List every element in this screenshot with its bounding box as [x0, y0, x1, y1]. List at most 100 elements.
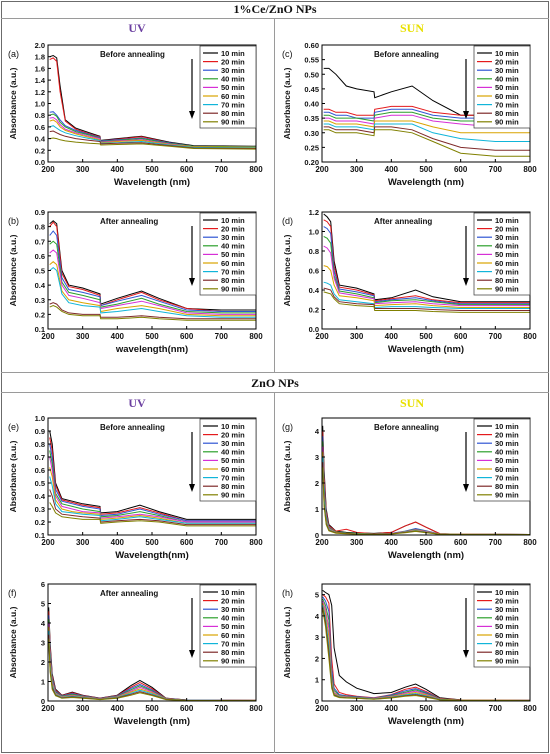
y-tick-label: 0.45: [304, 85, 319, 94]
x-tick-label: 800: [523, 704, 537, 713]
y-tick-label: 0.8: [309, 247, 319, 256]
legend-label: 20 min: [221, 430, 245, 439]
series-line-4: [323, 111, 530, 122]
y-tick-label: 0.7: [35, 237, 45, 246]
series-line-9: [323, 129, 530, 157]
legend-label: 70 min: [495, 267, 519, 276]
y-tick-label: 1.2: [35, 88, 45, 97]
x-tick-label: 400: [385, 332, 399, 341]
legend-label: 30 min: [221, 605, 245, 614]
x-tick-label: 600: [180, 538, 194, 547]
series-line-3: [49, 111, 257, 148]
legend-label: 80 min: [221, 109, 245, 118]
chart-svg: (g) 200 300 400 500 600 700 800 0 1 2 3 4 Wavelength …: [282, 417, 537, 561]
x-tick-label: 500: [145, 165, 159, 174]
legend-label: 60 min: [221, 259, 245, 268]
y-tick-label: 0.2: [309, 306, 319, 315]
legend-label: 10 min: [495, 588, 519, 597]
y-tick-label: 0.1: [35, 531, 45, 540]
x-tick-label: 300: [76, 704, 90, 713]
legend-label: 90 min: [495, 118, 519, 127]
legend-label: 40 min: [221, 614, 245, 623]
x-tick-label: 700: [215, 538, 229, 547]
y-tick-label: 4: [315, 612, 320, 621]
y-axis-label: Absorbance (a.u.): [282, 67, 292, 139]
chart-svg: (e) 200 300 400 500 600 700 800 0.1 0.2 0.3 0.4 0.5 0…: [8, 414, 263, 561]
y-axis-label: Absorbance (a.u.): [8, 606, 18, 678]
series-line-9: [322, 609, 531, 702]
chart-title: After annealing: [100, 589, 158, 598]
y-tick-label: 2.0: [35, 41, 45, 50]
legend-label: 80 min: [495, 482, 519, 491]
legend-label: 60 min: [495, 92, 519, 101]
x-tick-label: 800: [523, 165, 537, 174]
x-tick-label: 600: [180, 332, 194, 341]
y-tick-label: 0.8: [35, 440, 45, 449]
legend-label: 90 min: [221, 657, 245, 666]
y-tick-label: 0.6: [35, 466, 45, 475]
y-tick-label: 0.4: [309, 286, 320, 295]
x-tick-label: 200: [41, 165, 55, 174]
y-tick-label: 1: [315, 676, 319, 685]
chart-svg: (f) 200 300 400 500 600 700 800 0 1 2 3 4 5 6 Wavelengt…: [8, 580, 263, 727]
x-tick-label: 500: [145, 704, 159, 713]
legend-label: 40 min: [495, 75, 519, 84]
y-axis-label: Absorbance (a.u.): [8, 234, 18, 306]
y-tick-label: 1.0: [35, 100, 45, 109]
x-tick-label: 500: [419, 165, 433, 174]
x-tick-label: 400: [111, 704, 125, 713]
trend-arrow-head-icon: [189, 484, 195, 492]
y-tick-label: 0.2: [35, 146, 45, 155]
y-tick-label: 2: [315, 654, 319, 663]
legend-label: 90 min: [221, 491, 245, 500]
x-tick-label: 500: [419, 704, 433, 713]
legend-label: 30 min: [495, 439, 519, 448]
legend-label: 10 min: [221, 216, 245, 225]
x-tick-label: 500: [145, 332, 159, 341]
x-tick-label: 800: [249, 704, 263, 713]
y-tick-label: 0.3: [35, 296, 45, 305]
x-tick-label: 500: [145, 538, 159, 547]
y-tick-label: 0.1: [35, 325, 45, 334]
x-axis-label: Wavelength (nm): [114, 177, 190, 188]
y-tick-label: 0.40: [304, 100, 319, 109]
y-tick-label: 4: [41, 619, 46, 628]
legend-label: 20 min: [495, 430, 519, 439]
series-line-7: [323, 123, 530, 142]
x-tick-label: 600: [454, 704, 468, 713]
y-tick-label: 1: [41, 678, 45, 687]
x-tick-label: 300: [350, 538, 364, 547]
x-tick-label: 700: [215, 165, 229, 174]
x-tick-label: 400: [385, 538, 399, 547]
y-tick-label: 2: [41, 658, 45, 667]
y-tick-label: 0.4: [35, 281, 46, 290]
legend-label: 70 min: [221, 267, 245, 276]
legend-label: 40 min: [221, 75, 245, 84]
y-tick-label: 1.2: [309, 208, 319, 217]
trend-arrow-head-icon: [189, 278, 195, 286]
panel-label: (c): [282, 49, 293, 59]
trend-arrow-head-icon: [463, 111, 469, 119]
x-tick-label: 700: [215, 704, 229, 713]
y-tick-label: 0.2: [35, 518, 45, 527]
x-tick-label: 700: [489, 332, 503, 341]
legend-label: 20 min: [495, 57, 519, 66]
row-divider: [1, 372, 549, 373]
y-axis-label: Absorbance (a.u.): [8, 440, 18, 512]
legend-label: 50 min: [221, 83, 245, 92]
legend-label: 80 min: [221, 648, 245, 657]
x-tick-label: 300: [76, 165, 90, 174]
x-tick-label: 200: [41, 332, 55, 341]
y-tick-label: 0.60: [304, 41, 319, 50]
series-line-9: [323, 291, 530, 313]
y-tick-label: 4: [315, 427, 320, 436]
legend-label: 50 min: [495, 83, 519, 92]
legend-label: 70 min: [495, 100, 519, 109]
x-tick-label: 200: [315, 165, 329, 174]
legend-label: 20 min: [495, 224, 519, 233]
trend-arrow-head-icon: [463, 484, 469, 492]
legend-label: 70 min: [495, 639, 519, 648]
y-tick-label: 0.7: [35, 453, 45, 462]
